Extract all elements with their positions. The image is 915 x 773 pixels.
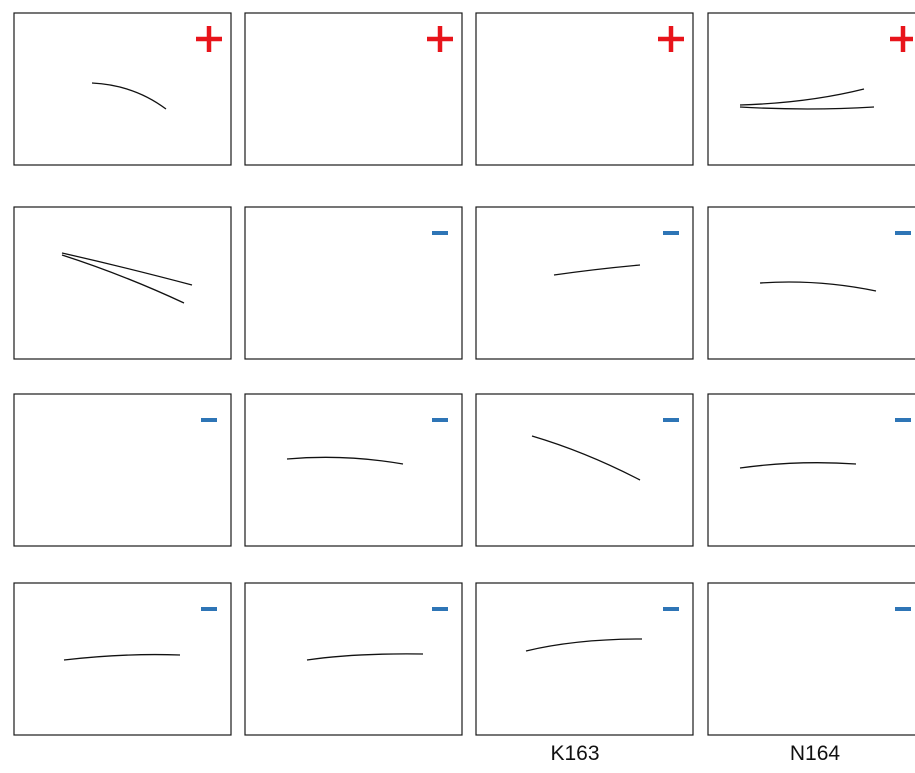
panel-frame	[475, 582, 694, 736]
panel-frame	[707, 393, 915, 547]
panel-frame	[244, 12, 463, 166]
panel-r1-c1	[244, 206, 463, 360]
panel-frame	[13, 12, 232, 166]
panel-r0-c2	[475, 12, 694, 166]
plus-sign-icon	[196, 26, 222, 52]
panel-contours	[708, 13, 915, 165]
trace-line	[531, 435, 641, 481]
panel-contours	[476, 583, 693, 735]
panel-r1-c0	[13, 206, 232, 360]
panel-frame	[13, 393, 232, 547]
panel-r0-c3	[707, 12, 915, 166]
panel-r3-c1	[244, 582, 463, 736]
trace-line	[739, 462, 857, 469]
panel-contours	[14, 583, 231, 735]
caption-k163: K163	[550, 742, 600, 765]
panel-frame	[13, 206, 232, 360]
panel-contours	[476, 207, 693, 359]
panel-r2-c2	[475, 393, 694, 547]
panel-frame	[244, 206, 463, 360]
trace-line	[286, 456, 404, 465]
panel-frame	[707, 582, 915, 736]
panel-contours	[476, 13, 693, 165]
panel-frame	[244, 582, 463, 736]
caption-n164: N164	[789, 742, 841, 765]
panel-contours	[245, 394, 462, 546]
panel-r3-c2	[475, 582, 694, 736]
panel-frame	[475, 393, 694, 547]
trace-line	[739, 106, 875, 110]
panel-frame	[475, 12, 694, 166]
panel-r3-c3	[707, 582, 915, 736]
panel-r2-c0	[13, 393, 232, 547]
panel-frame	[707, 12, 915, 166]
panel-r3-c0	[13, 582, 232, 736]
panel-contours	[708, 394, 915, 546]
panel-contours	[708, 583, 915, 735]
trace-line	[91, 82, 167, 110]
panel-contours	[245, 583, 462, 735]
plus-sign-icon	[427, 26, 453, 52]
plus-sign-icon	[890, 26, 913, 52]
panel-contours	[14, 13, 231, 165]
panel-contours	[476, 394, 693, 546]
trace-line	[759, 281, 877, 292]
trace-line	[739, 88, 865, 106]
panel-r1-c2	[475, 206, 694, 360]
panel-contours	[245, 13, 462, 165]
panel-frame	[244, 393, 463, 547]
panel-frame	[475, 206, 694, 360]
trace-line	[61, 252, 193, 286]
panel-r0-c0	[13, 12, 232, 166]
trace-line	[525, 638, 643, 652]
panel-frame	[707, 206, 915, 360]
panel-contours	[245, 207, 462, 359]
trace-line	[306, 653, 424, 661]
panel-contours	[14, 207, 231, 359]
panel-r2-c3	[707, 393, 915, 547]
panel-r1-c3	[707, 206, 915, 360]
panel-r2-c1	[244, 393, 463, 547]
plus-sign-icon	[658, 26, 684, 52]
trace-line	[553, 264, 641, 276]
panel-r0-c1	[244, 12, 463, 166]
panel-frame	[13, 582, 232, 736]
panel-contours	[708, 207, 915, 359]
panel-contours	[14, 394, 231, 546]
trace-line	[63, 653, 181, 661]
trace-line	[61, 254, 185, 304]
